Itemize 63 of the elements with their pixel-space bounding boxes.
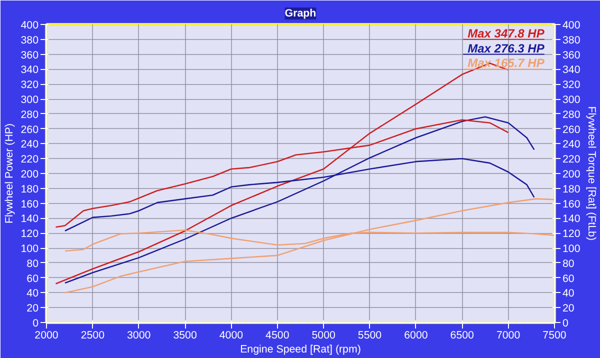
y-tick-label: 340 [20,64,39,76]
y2-tick-label: 200 [562,168,580,180]
x-tick-label: 7500 [542,330,566,342]
y-tick-label: 60 [26,272,39,285]
y-tick-label: 240 [20,138,39,151]
y2-tick-label: 300 [562,94,580,106]
y2-tick-label: 380 [562,34,580,46]
y2-tick-label: 280 [562,108,580,121]
y2-tick-label: 80 [562,258,574,270]
y2-tick-label: 60 [562,272,574,285]
x-tick-label: 5000 [312,330,336,342]
y-tick-label: 260 [20,124,39,136]
y-tick-label: 220 [20,154,39,166]
y-tick-label: 80 [26,258,39,270]
y2-tick-label: 160 [562,198,580,210]
y2-axis-title: Flywheel Torque [Rat] (FtLb) [585,106,598,241]
y2-tick-label: 0 [562,318,568,330]
x-tick-label: 2500 [80,330,105,342]
line-series [64,198,554,294]
y2-tick-label: 320 [562,79,580,92]
x-tick-label: 4500 [266,330,290,342]
y-tick-label: 280 [20,108,39,121]
y-tick-label: 180 [20,183,39,196]
x-tick-label: 6500 [450,330,474,342]
text: Max 165.7 HP [468,56,546,70]
x-tick-label: 3500 [173,330,197,342]
y2-tick-label: 40 [562,288,574,300]
x-tick-label: 2000 [34,330,58,342]
y2-tick-label: 360 [562,49,580,62]
y-tick-label: 140 [20,213,39,226]
y-tick-label: 320 [20,79,39,92]
y2-tick-label: 400 [562,20,580,32]
x-tick-label: 5500 [358,330,382,342]
text: Max 347.8 HP [468,26,546,40]
x-tick-label: 6000 [404,330,428,342]
y-tick-label: 380 [20,34,39,46]
y-tick-label: 20 [26,302,39,315]
line-series [64,116,535,284]
y-tick-label: 160 [20,198,39,210]
y-tick-label: 300 [20,94,39,106]
x-axis-title: Engine Speed [Rat] (rpm) [240,344,361,356]
y2-tick-label: 20 [562,302,574,315]
y-tick-label: 360 [20,49,39,62]
y-tick-label: 0 [32,318,39,330]
y-tick-label: 120 [20,228,39,240]
x-tick-label: 3000 [127,330,151,342]
y2-tick-label: 120 [562,228,580,240]
y-tick-label: 200 [20,168,39,180]
y2-tick-label: 100 [562,243,580,255]
y2-tick-label: 240 [562,138,580,151]
y-axis-title: Flywheel Power (HP) [4,123,16,224]
y2-tick-label: 220 [562,154,580,166]
y-tick-label: 400 [20,20,39,32]
y2-tick-label: 260 [562,124,580,136]
y-tick-label: 40 [26,288,39,300]
x-tick-label: 4000 [219,330,244,342]
x-tick-label: 7000 [496,330,520,342]
y2-tick-label: 180 [562,183,580,196]
y2-tick-label: 340 [562,64,580,76]
text: Max 276.3 HP [468,41,546,56]
y-tick-label: 100 [20,243,39,255]
chart-title: Graph [284,8,316,20]
y2-tick-label: 140 [562,213,580,226]
